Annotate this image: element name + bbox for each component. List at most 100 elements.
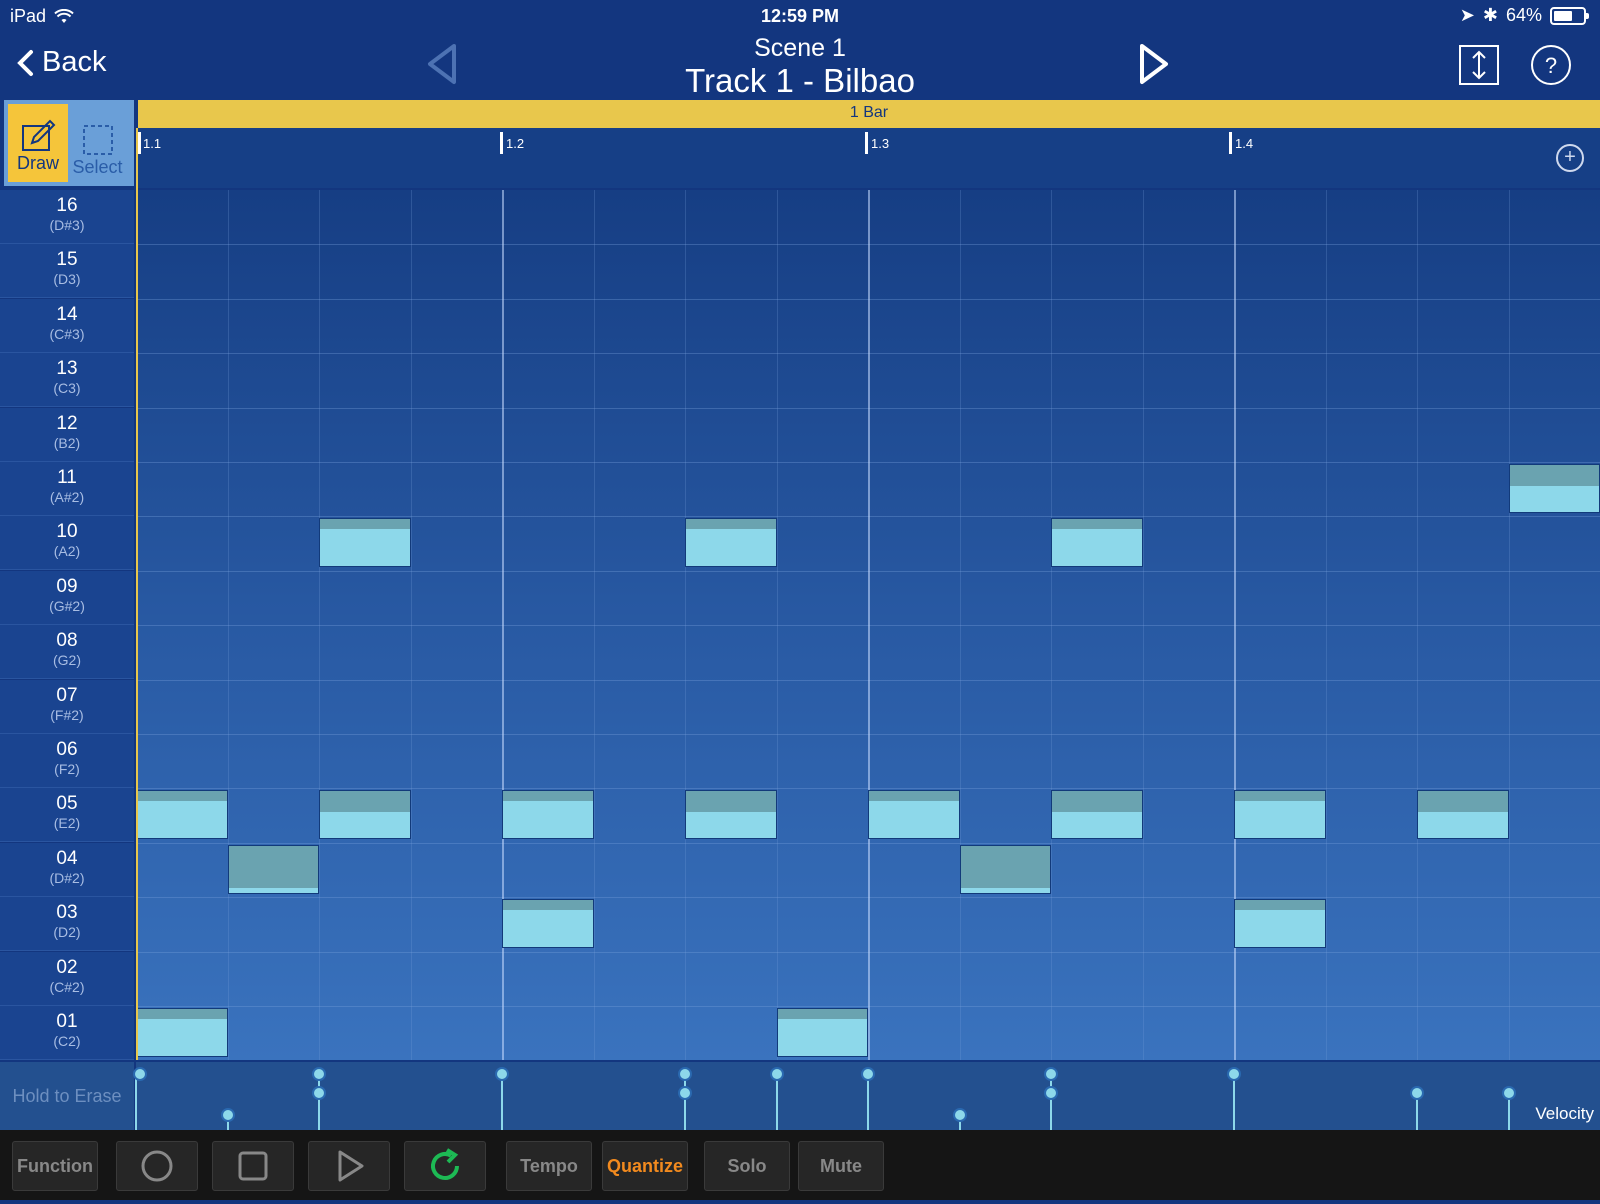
velocity-handle[interactable] xyxy=(678,1086,692,1100)
velocity-handle[interactable] xyxy=(770,1067,784,1081)
velocity-handle[interactable] xyxy=(495,1067,509,1081)
pad-label[interactable]: 05(E2) xyxy=(0,788,134,842)
back-label: Back xyxy=(42,46,106,79)
velocity-handle[interactable] xyxy=(1044,1067,1058,1081)
note-block[interactable] xyxy=(319,518,411,567)
add-bar-button[interactable]: + xyxy=(1556,144,1584,172)
pad-label[interactable]: 07(F#2) xyxy=(0,680,134,734)
note-velocity-shade xyxy=(686,791,776,812)
pencil-icon xyxy=(20,119,56,153)
battery-percent: 64% xyxy=(1506,5,1542,26)
bluetooth-icon: ✱ xyxy=(1483,5,1498,26)
ruler-tick-label: 1.2 xyxy=(506,136,524,151)
help-icon[interactable]: ? xyxy=(1530,44,1572,86)
bar-length-header[interactable]: 1 Bar xyxy=(138,100,1600,128)
pad-label[interactable]: 13(C3) xyxy=(0,353,134,407)
pad-label[interactable]: 08(G2) xyxy=(0,625,134,679)
note-block[interactable] xyxy=(1234,899,1326,948)
pad-pitch: (B2) xyxy=(0,435,134,451)
draw-tool-button[interactable]: Draw xyxy=(8,104,68,182)
ruler-tick xyxy=(1229,132,1232,154)
hold-to-erase-button[interactable]: Hold to Erase xyxy=(0,1062,134,1130)
pad-label[interactable]: 16(D#3) xyxy=(0,190,134,244)
pad-label[interactable]: 11(A#2) xyxy=(0,462,134,516)
grid-step-line xyxy=(960,190,961,1060)
pad-number: 08 xyxy=(0,630,134,652)
note-block[interactable] xyxy=(1051,518,1143,567)
velocity-handle[interactable] xyxy=(1227,1067,1241,1081)
track-title: Track 1 - Bilbao xyxy=(500,62,1100,100)
note-block[interactable] xyxy=(685,790,777,839)
velocity-handle[interactable] xyxy=(1044,1086,1058,1100)
pad-label[interactable]: 14(C#3) xyxy=(0,299,134,353)
quantize-button[interactable]: Quantize xyxy=(602,1141,688,1191)
loop-icon xyxy=(425,1146,465,1186)
pad-pitch: (A2) xyxy=(0,543,134,559)
note-block[interactable] xyxy=(1051,790,1143,839)
pad-pitch: (D#2) xyxy=(0,870,134,886)
velocity-handle[interactable] xyxy=(861,1067,875,1081)
select-tool-button[interactable]: Select xyxy=(68,100,127,186)
note-block[interactable] xyxy=(1417,790,1509,839)
previous-track-icon[interactable] xyxy=(424,42,460,86)
mute-button[interactable]: Mute xyxy=(798,1141,884,1191)
pad-label[interactable]: 10(A2) xyxy=(0,516,134,570)
velocity-handle[interactable] xyxy=(133,1067,147,1081)
marquee-select-icon xyxy=(81,123,115,157)
note-block[interactable] xyxy=(136,1008,228,1057)
note-block[interactable] xyxy=(868,790,960,839)
velocity-lane[interactable]: Velocity xyxy=(136,1062,1600,1130)
pad-label[interactable]: 09(G#2) xyxy=(0,571,134,625)
note-velocity-shade xyxy=(503,900,593,910)
note-block[interactable] xyxy=(228,845,320,894)
stop-button[interactable] xyxy=(212,1141,294,1191)
grid-step-line xyxy=(228,190,229,1060)
grid-step-line xyxy=(411,190,412,1060)
timeline-ruler[interactable]: 1.1 1.2 1.3 1.4 + xyxy=(138,128,1600,188)
function-button[interactable]: Function xyxy=(12,1141,98,1191)
tempo-button[interactable]: Tempo xyxy=(506,1141,592,1191)
velocity-handle[interactable] xyxy=(1502,1086,1516,1100)
pad-label[interactable]: 04(D#2) xyxy=(0,843,134,897)
grid-step-line xyxy=(685,190,686,1060)
resize-rows-icon[interactable] xyxy=(1458,44,1500,86)
play-button[interactable] xyxy=(308,1141,390,1191)
note-block[interactable] xyxy=(1509,464,1600,513)
velocity-handle[interactable] xyxy=(221,1108,235,1122)
pad-label[interactable]: 12(B2) xyxy=(0,408,134,462)
note-block[interactable] xyxy=(136,790,228,839)
velocity-stem xyxy=(867,1074,869,1130)
note-block[interactable] xyxy=(777,1008,869,1057)
back-button[interactable]: Back xyxy=(16,46,106,79)
ruler-tick xyxy=(500,132,503,154)
pad-label[interactable]: 01(C2) xyxy=(0,1006,134,1060)
note-velocity-shade xyxy=(229,846,319,888)
note-block[interactable] xyxy=(1234,790,1326,839)
note-grid[interactable] xyxy=(136,190,1600,1060)
pad-label[interactable]: 06(F2) xyxy=(0,734,134,788)
pad-label[interactable]: 15(D3) xyxy=(0,244,134,298)
note-block[interactable] xyxy=(502,790,594,839)
note-velocity-shade xyxy=(320,519,410,529)
note-block[interactable] xyxy=(960,845,1052,894)
loop-button[interactable] xyxy=(404,1141,486,1191)
pad-label[interactable]: 03(D2) xyxy=(0,897,134,951)
next-track-icon[interactable] xyxy=(1136,42,1172,86)
record-button[interactable] xyxy=(116,1141,198,1191)
pad-pitch: (C3) xyxy=(0,380,134,396)
note-velocity-shade xyxy=(686,519,776,529)
grid-step-line xyxy=(319,190,320,1060)
solo-button[interactable]: Solo xyxy=(704,1141,790,1191)
velocity-handle[interactable] xyxy=(312,1086,326,1100)
pad-label[interactable]: 02(C#2) xyxy=(0,952,134,1006)
note-velocity-shade xyxy=(1235,900,1325,910)
note-block[interactable] xyxy=(502,899,594,948)
velocity-handle[interactable] xyxy=(953,1108,967,1122)
note-block[interactable] xyxy=(319,790,411,839)
velocity-handle[interactable] xyxy=(312,1067,326,1081)
note-block[interactable] xyxy=(685,518,777,567)
velocity-handle[interactable] xyxy=(1410,1086,1424,1100)
note-velocity-shade xyxy=(1235,791,1325,801)
velocity-handle[interactable] xyxy=(678,1067,692,1081)
pad-pitch: (G2) xyxy=(0,652,134,668)
